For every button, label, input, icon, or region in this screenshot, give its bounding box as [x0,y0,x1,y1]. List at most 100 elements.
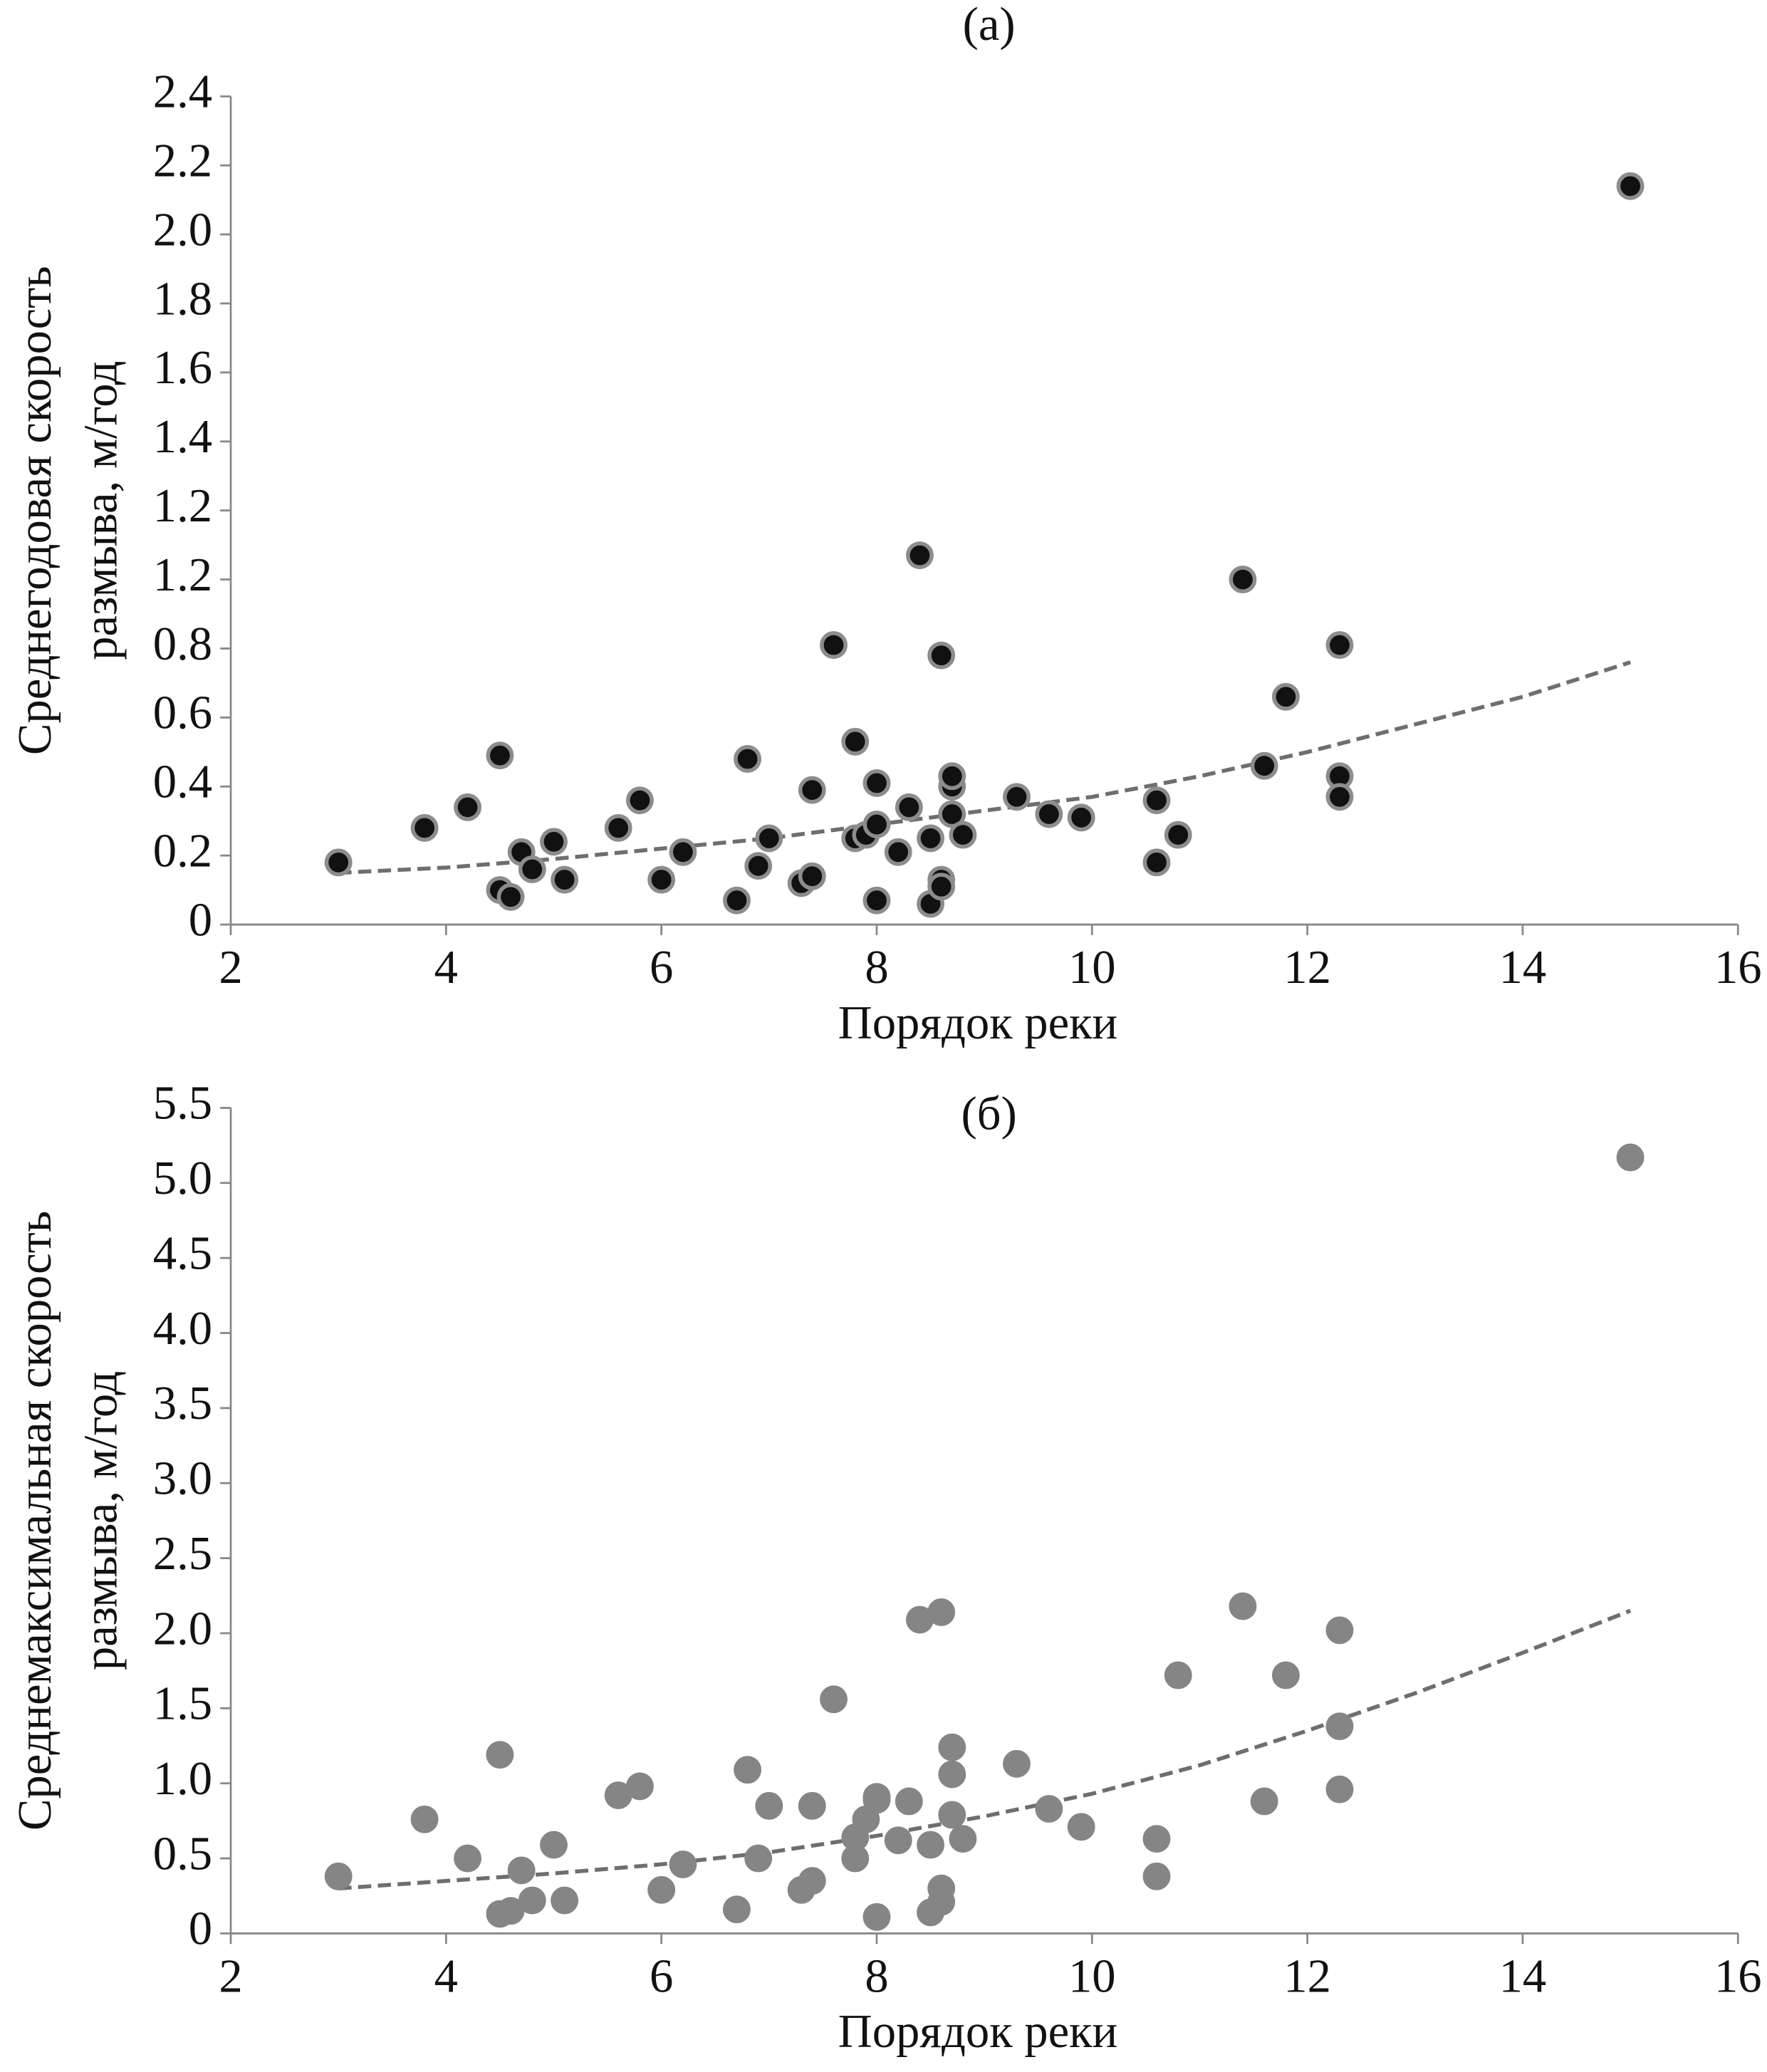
data-point [884,838,912,866]
data-point [647,865,676,894]
data-point [540,1831,568,1859]
data-point [734,745,762,773]
data-point [744,1844,773,1873]
data-point [927,1598,956,1626]
y-tick-label: 3.0 [153,1453,212,1505]
y-tick-label: 1.2 [153,549,212,601]
y-tick-label: 5.5 [153,1078,212,1130]
data-point [906,541,934,570]
data-point [820,631,848,660]
data-point [324,1862,353,1890]
data-point [723,1895,751,1924]
data-point [1250,1787,1278,1816]
data-point [895,1787,923,1816]
y-axis-title: Среднемаксимальная скорость [9,1211,61,1831]
data-point [486,741,514,770]
data-point [518,1886,546,1915]
data-point [496,1897,525,1925]
x-tick-label: 8 [865,1950,888,2002]
data-point [798,1791,826,1820]
x-tick-label: 4 [434,1950,458,2002]
trend-line [338,1608,1632,1891]
data-point [1325,1712,1354,1741]
data-point [927,641,956,670]
y-tick-label: 0.5 [153,1828,212,1880]
y-axis-title: размыва, м/год [75,360,127,660]
y-tick-label: 1.6 [153,342,212,394]
data-point [1616,172,1644,200]
data-point [1164,821,1192,849]
y-tick-label: 0.2 [153,825,212,877]
y-tick-label: 0 [189,894,212,946]
data-point [862,1902,891,1931]
y-tick-label: 0.6 [153,687,212,739]
data-point [938,1760,966,1789]
y-tick-label: 1.0 [153,1753,212,1805]
y-tick-label: 1.4 [153,411,212,463]
data-point [917,824,944,853]
data-point [1271,682,1300,711]
data-point [454,793,482,821]
chart-title: (а) [963,0,1016,51]
data-point [938,1733,966,1761]
x-tick-label: 12 [1283,1950,1331,2002]
data-point [755,824,783,853]
x-tick-label: 10 [1068,1950,1116,2002]
data-point [798,862,826,890]
data-point [1142,786,1171,815]
y-tick-label: 4.0 [153,1303,212,1355]
x-tick-label: 8 [865,942,888,994]
data-point [755,1791,783,1820]
data-point [938,762,966,791]
data-point [1325,1775,1354,1803]
data-point [1067,803,1095,832]
data-point [841,1844,870,1873]
data-point [744,852,773,880]
y-tick-label: 1.8 [153,273,212,325]
x-axis-title: Порядок реки [838,997,1118,1049]
chart-title: (б) [961,1088,1016,1140]
data-point [669,838,697,866]
data-point [496,883,525,911]
y-tick-label: 0 [189,1903,212,1955]
data-point [410,1805,439,1833]
y-tick-label: 2.4 [153,66,212,118]
data-point [862,769,891,797]
x-tick-label: 10 [1068,942,1116,994]
x-tick-label: 6 [650,1950,673,2002]
data-point [938,800,966,828]
x-tick-label: 14 [1499,1950,1547,2002]
data-point [1164,1661,1192,1690]
y-tick-label: 1.2 [153,480,212,532]
data-point [551,1886,579,1915]
data-point [1035,800,1063,828]
data-point [1250,751,1278,780]
y-axis-title: Среднегодовая скорость [9,266,61,755]
data-point [1616,1143,1644,1172]
data-point [551,865,579,894]
data-point [540,828,568,856]
x-tick-label: 2 [219,1950,242,2002]
data-point [507,1856,536,1885]
data-point [1142,1825,1171,1853]
data-point [1067,1813,1095,1841]
data-point [1142,848,1171,877]
data-point [841,727,870,756]
y-tick-label: 2.2 [153,135,212,187]
x-tick-label: 16 [1714,942,1762,994]
x-tick-label: 4 [434,942,458,994]
data-point [1271,1661,1300,1690]
y-tick-label: 2.5 [153,1528,212,1580]
data-point [1035,1795,1063,1823]
data-point [734,1756,762,1784]
data-point [884,1826,912,1855]
data-point [669,1850,697,1878]
data-point [1003,1749,1031,1778]
data-point [486,1741,514,1769]
y-tick-label: 0.8 [153,618,212,670]
y-axis-title: размыва, м/год [75,1371,127,1670]
y-tick-label: 0.4 [153,756,212,808]
x-tick-label: 12 [1283,942,1331,994]
trend-line [338,660,1632,875]
